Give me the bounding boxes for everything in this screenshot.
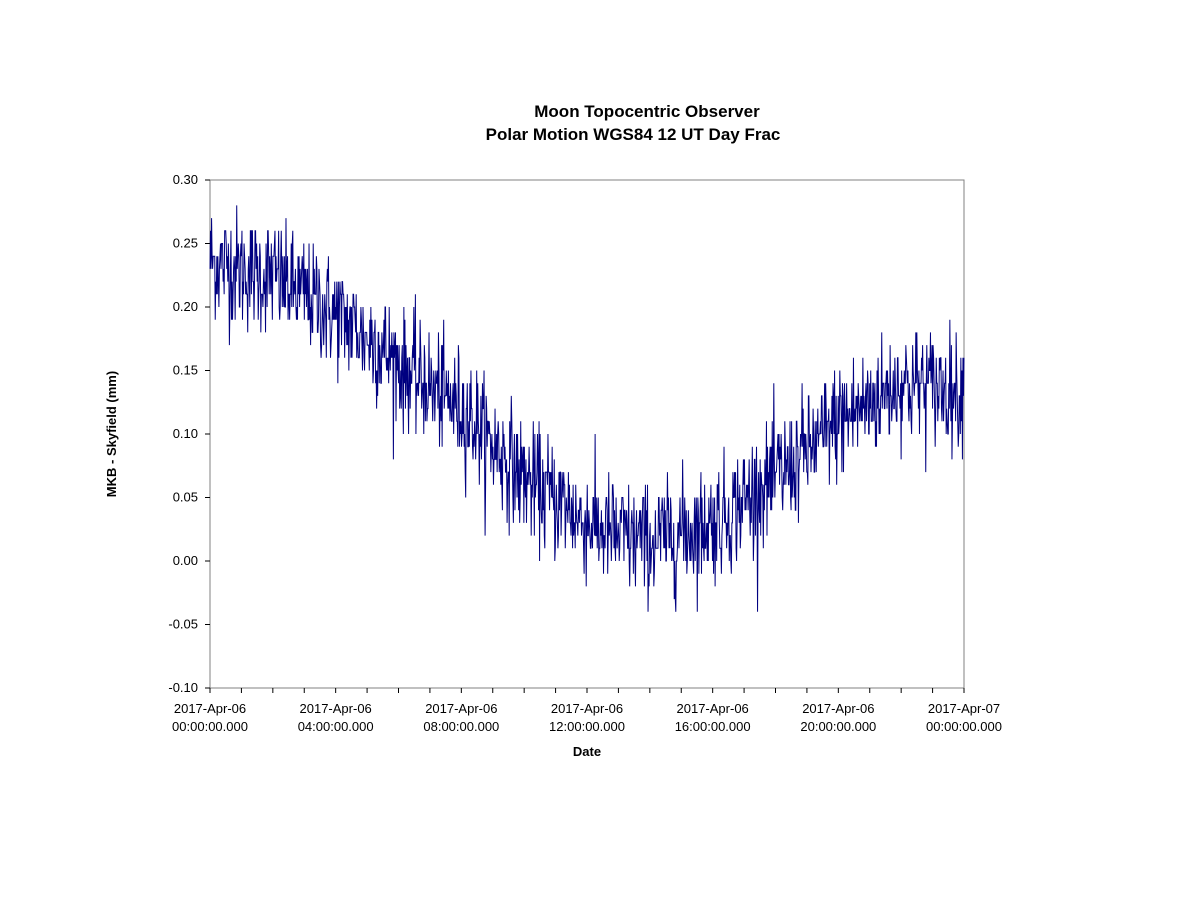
chart-subtitle: Polar Motion WGS84 12 UT Day Frac [486, 125, 781, 144]
x-tick-label-date: 2017-Apr-06 [677, 701, 749, 716]
x-tick-label-time: 00:00:00.000 [926, 719, 1002, 734]
x-tick-label-date: 2017-Apr-06 [802, 701, 874, 716]
y-tick-label: 0.10 [173, 426, 198, 441]
x-tick-label-date: 2017-Apr-07 [928, 701, 1000, 716]
x-tick-label-time: 12:00:00.000 [549, 719, 625, 734]
x-axis-title: Date [573, 744, 601, 759]
plot-area [209, 179, 965, 689]
y-tick-label: -0.05 [168, 617, 198, 632]
x-tick-label-time: 20:00:00.000 [800, 719, 876, 734]
y-tick-label: 0.25 [173, 236, 198, 251]
y-tick-label: 0.15 [173, 363, 198, 378]
y-tick-label: -0.10 [168, 680, 198, 695]
x-tick-label-time: 04:00:00.000 [298, 719, 374, 734]
y-tick-label: 0.00 [173, 553, 198, 568]
y-tick-label: 0.20 [173, 299, 198, 314]
x-tick-label-date: 2017-Apr-06 [551, 701, 623, 716]
chart-title: Moon Topocentric Observer [534, 102, 760, 121]
y-tick-label: 0.30 [173, 172, 198, 187]
x-tick-label-date: 2017-Apr-06 [300, 701, 372, 716]
series-group [209, 205, 965, 612]
x-tick-label-time: 00:00:00.000 [172, 719, 248, 734]
x-tick-label-time: 08:00:00.000 [423, 719, 499, 734]
x-tick-label-date: 2017-Apr-06 [174, 701, 246, 716]
y-axis-title: MKB - Skyfield (mm) [104, 371, 119, 497]
x-tick-label-time: 16:00:00.000 [675, 719, 751, 734]
x-axis: 2017-Apr-06 00:00:00.000 2017-Apr-06 04:00:… [172, 688, 1002, 734]
y-tick-label: 0.05 [173, 490, 198, 505]
y-axis: 0.30 0.25 0.20 0.15 0.10 0.05 0.00 -0.05 -0.10 [168, 172, 210, 695]
series-line [209, 205, 965, 612]
x-tick-label-date: 2017-Apr-06 [425, 701, 497, 716]
